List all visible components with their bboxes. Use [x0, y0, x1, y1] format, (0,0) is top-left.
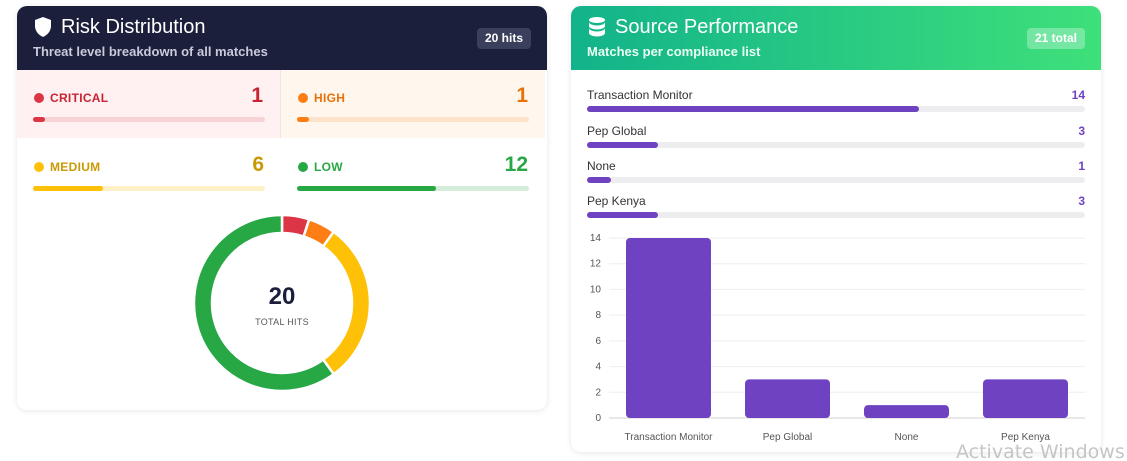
- risk-level-count: 6: [252, 153, 264, 176]
- y-tick-label: 12: [590, 259, 602, 270]
- risk-hits-badge: 20 hits: [476, 28, 531, 49]
- risk-level-fill: [297, 117, 309, 122]
- source-fill: [587, 142, 659, 148]
- donut-total-label: TOTAL HITS: [255, 317, 309, 327]
- source-name: Transaction Monitor: [587, 88, 693, 102]
- risk-level-label: HIGH: [314, 91, 346, 105]
- critical-dot-icon: [34, 93, 44, 103]
- database-icon: [589, 17, 605, 37]
- x-tick-label: Pep Global: [763, 432, 812, 443]
- source-row[interactable]: Transaction Monitor 14: [587, 88, 1085, 120]
- risk-level-label: LOW: [314, 160, 343, 174]
- risk-level-count: 12: [504, 153, 528, 176]
- bar[interactable]: [626, 238, 711, 418]
- y-tick-label: 2: [595, 387, 601, 398]
- risk-donut-chart: 20 TOTAL HITS: [190, 211, 374, 395]
- y-tick-label: 4: [595, 362, 601, 373]
- high-dot-icon: [298, 93, 308, 103]
- risk-header: Risk Distribution Threat level breakdown…: [17, 6, 547, 70]
- risk-level-fill: [33, 186, 103, 191]
- risk-level-fill: [297, 186, 437, 191]
- bar[interactable]: [983, 379, 1068, 418]
- y-tick-label: 0: [595, 413, 601, 424]
- bar[interactable]: [864, 405, 949, 418]
- risk-level-label: CRITICAL: [50, 91, 109, 105]
- source-row[interactable]: Pep Kenya 3: [587, 194, 1085, 226]
- risk-level-label: MEDIUM: [50, 160, 101, 174]
- risk-level-track: [33, 117, 265, 122]
- risk-level-track: [297, 186, 529, 191]
- source-fill: [587, 177, 611, 183]
- activate-windows-watermark: Activate Windows: [956, 441, 1125, 461]
- source-header: Source Performance Matches per complianc…: [571, 6, 1101, 70]
- risk-level-fill: [33, 117, 45, 122]
- source-fill: [587, 212, 659, 218]
- source-subtitle: Matches per compliance list: [587, 44, 761, 59]
- source-row[interactable]: None 1: [587, 159, 1085, 191]
- y-tick-label: 6: [595, 336, 601, 347]
- source-count: 14: [1071, 88, 1085, 102]
- source-count: 1: [1078, 159, 1085, 173]
- y-tick-label: 8: [595, 310, 601, 321]
- source-track: [587, 177, 1085, 183]
- source-name: Pep Global: [587, 124, 647, 138]
- donut-svg: [192, 213, 372, 393]
- source-total-badge: 21 total: [1026, 28, 1085, 49]
- y-tick-label: 10: [590, 284, 602, 295]
- risk-level-track: [297, 117, 529, 122]
- risk-title: Risk Distribution: [61, 16, 206, 38]
- x-tick-label: Pep Kenya: [1001, 432, 1050, 443]
- source-name: Pep Kenya: [587, 194, 646, 208]
- y-tick-label: 14: [590, 233, 602, 244]
- donut-total: 20: [268, 283, 296, 310]
- source-row[interactable]: Pep Global 3: [587, 124, 1085, 156]
- source-performance-card: Source Performance Matches per complianc…: [571, 6, 1101, 452]
- risk-level-medium[interactable]: MEDIUM 6: [17, 139, 281, 207]
- source-track: [587, 106, 1085, 112]
- shield-icon: [35, 17, 51, 37]
- x-tick-label: Transaction Monitor: [625, 432, 714, 443]
- source-title: Source Performance: [615, 16, 799, 38]
- risk-level-count: 1: [251, 84, 263, 107]
- source-count: 3: [1078, 194, 1085, 208]
- x-tick-label: None: [895, 432, 919, 443]
- risk-level-critical[interactable]: CRITICAL 1: [17, 70, 281, 138]
- source-bar-chart: 0 2 4 6 8 10 12 14 Transaction Monitor Pep Global…: [590, 233, 1085, 443]
- source-track: [587, 142, 1085, 148]
- source-fill: [587, 106, 920, 112]
- risk-level-count: 1: [516, 84, 528, 107]
- source-count: 3: [1078, 124, 1085, 138]
- risk-distribution-card: Risk Distribution Threat level breakdown…: [17, 6, 547, 410]
- bar[interactable]: [745, 379, 830, 418]
- source-name: None: [587, 159, 616, 173]
- risk-subtitle: Threat level breakdown of all matches: [33, 44, 268, 59]
- low-dot-icon: [298, 162, 308, 172]
- risk-level-track: [33, 186, 265, 191]
- source-track: [587, 212, 1085, 218]
- risk-level-high[interactable]: HIGH 1: [281, 70, 545, 138]
- medium-dot-icon: [34, 162, 44, 172]
- risk-level-low[interactable]: LOW 12: [281, 139, 545, 207]
- donut-slice-low[interactable]: [192, 213, 336, 393]
